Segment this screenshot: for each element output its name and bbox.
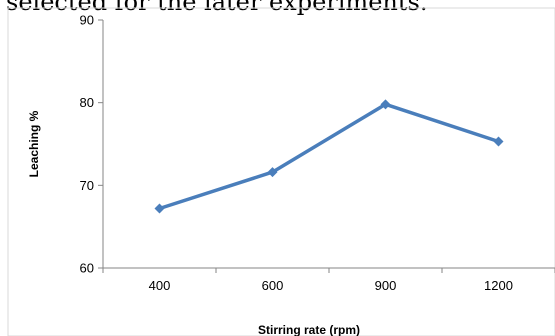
data-point-marker [154,203,165,214]
x-axis-title: Stirring rate (rpm) [258,323,360,336]
y-tick-label: 60 [80,261,94,276]
y-tick-label: 80 [80,95,94,110]
data-point-marker [493,136,504,147]
data-point-marker [267,167,278,178]
y-tick-label: 90 [80,13,94,28]
y-tick-label: 70 [80,178,94,193]
data-point-marker [380,99,391,110]
x-tick-label: 400 [149,278,171,293]
y-axis-title: Leaching % [27,110,41,177]
y-ticks: 60 70 80 90 [80,13,103,276]
chart-border [7,7,555,336]
x-tick-label: 900 [375,278,397,293]
x-tick-label: 1200 [484,278,513,293]
series-layer [154,99,504,214]
x-ticks: 400 600 900 1200 [102,268,555,293]
series-line [157,102,501,211]
x-tick-label: 600 [262,278,284,293]
